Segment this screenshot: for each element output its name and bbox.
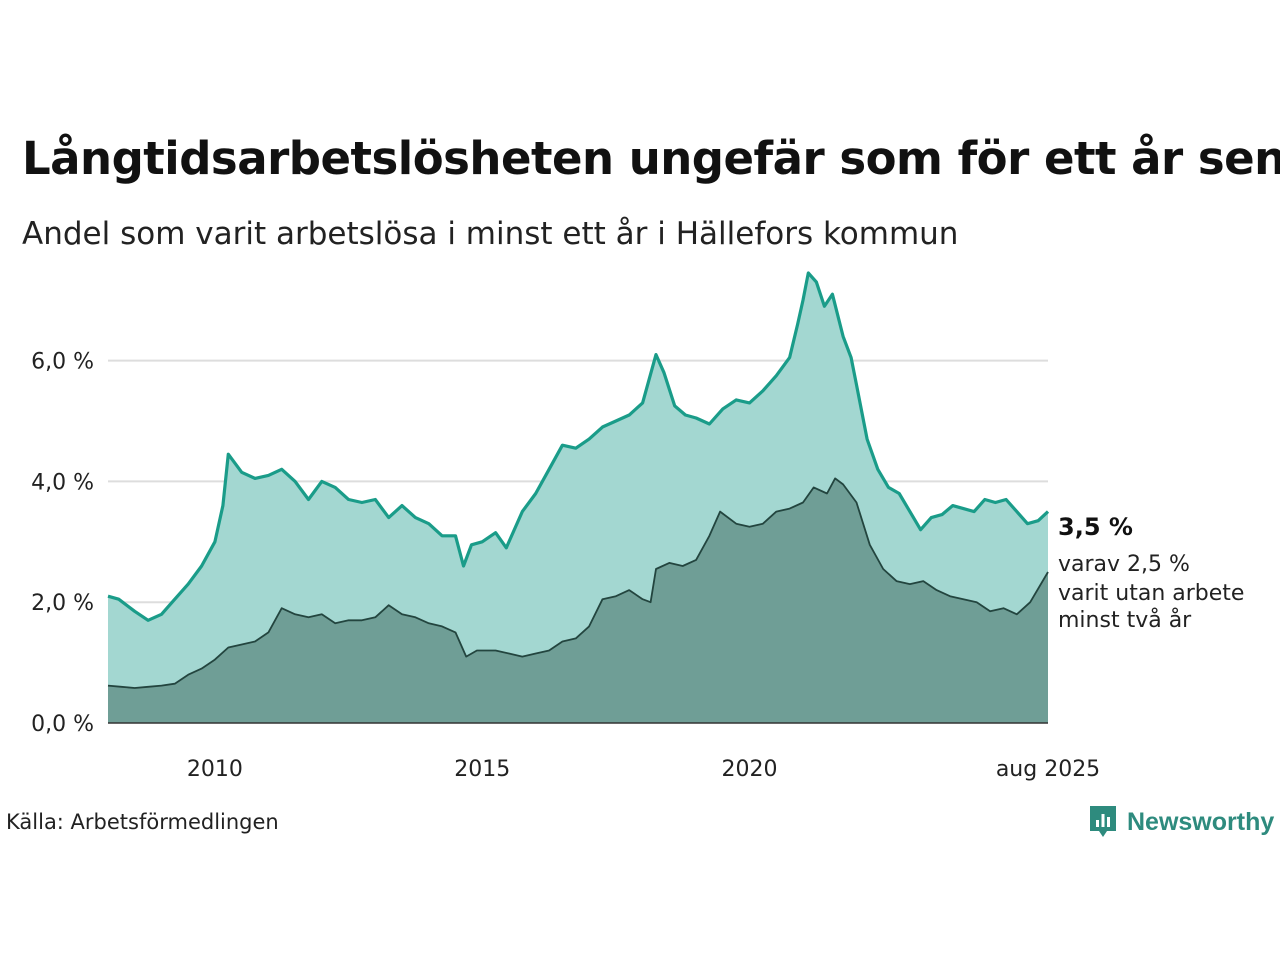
series-area-two-year [108, 478, 1048, 723]
y-axis: 0,0 % 2,0 % 4,0 % 6,0 % [31, 350, 94, 737]
x-tick-label: 2010 [187, 757, 243, 782]
source-note: Källa: Arbetsförmedlingen [6, 810, 279, 834]
chart-subtitle: Andel som varit arbetslösa i minst ett å… [22, 216, 959, 252]
y-tick-label: 0,0 % [31, 712, 94, 737]
end-value-label: 3,5 % [1058, 513, 1133, 541]
y-tick-label: 2,0 % [31, 591, 94, 616]
brand-name: Newsworthy [1127, 807, 1275, 836]
end-note-line-3: minst två år [1058, 607, 1192, 633]
newsworthy-logo-icon [1090, 806, 1116, 837]
series-line-two-year [107, 477, 1049, 689]
x-axis: 2010 2015 2020 aug 2025 [187, 757, 1100, 782]
y-tick-label: 6,0 % [31, 350, 94, 375]
x-tick-label: 2020 [722, 757, 778, 782]
end-labels: 3,5 % varav 2,5 % varit utan arbete mins… [1058, 513, 1244, 633]
end-note-line-1: varav 2,5 % [1058, 552, 1190, 577]
brand-logo[interactable]: Newsworthy [1088, 804, 1274, 840]
series-line-total [107, 271, 1050, 622]
end-note-line-2: varit utan arbete [1058, 581, 1244, 606]
x-tick-label: 2015 [454, 757, 510, 782]
x-tick-label: aug 2025 [996, 757, 1100, 782]
y-tick-label: 4,0 % [31, 470, 94, 495]
chart-title: Långtidsarbetslösheten ungefär som för e… [22, 132, 1280, 185]
chart-areas [107, 271, 1050, 724]
